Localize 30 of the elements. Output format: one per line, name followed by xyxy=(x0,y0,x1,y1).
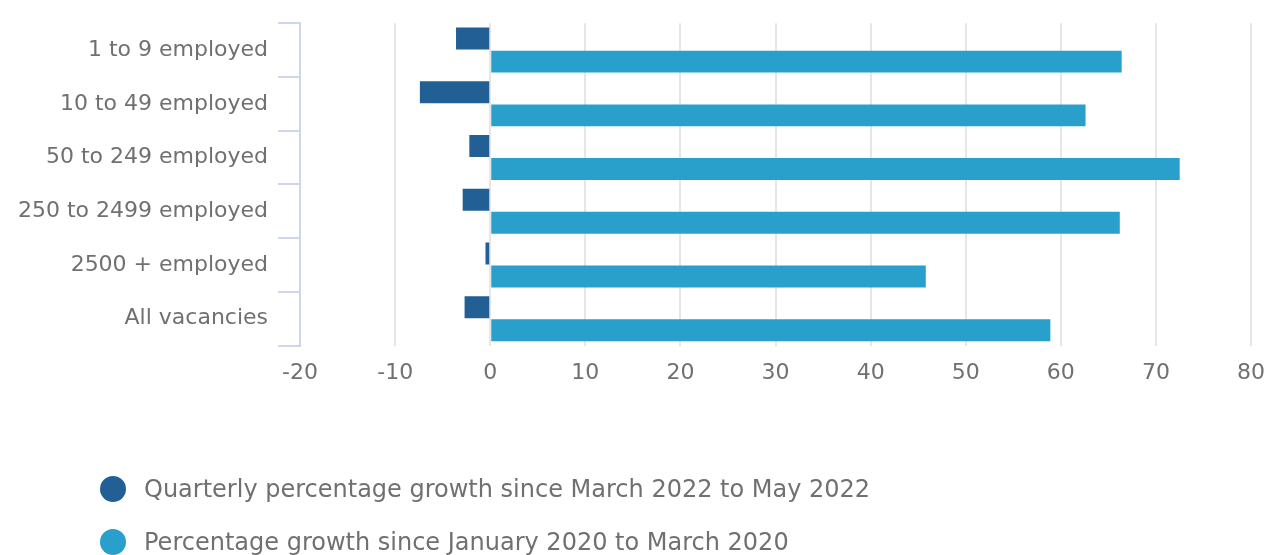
y-tick-label: 250 to 2499 employed xyxy=(17,196,269,222)
bar xyxy=(491,104,1086,127)
x-tick-label: 60 xyxy=(1046,358,1075,384)
bar xyxy=(456,27,490,50)
x-tick-label: 80 xyxy=(1237,358,1265,384)
bar xyxy=(491,211,1120,234)
y-tick-label: 2500 + employed xyxy=(70,250,269,276)
y-tick-label: 50 to 249 employed xyxy=(45,143,269,169)
bar xyxy=(419,81,490,104)
legend-label: Quarterly percentage growth since March 2022 to May 2022 xyxy=(144,474,871,503)
bar xyxy=(469,135,490,157)
x-tick-label: 40 xyxy=(856,358,885,384)
legend-label: Percentage growth since January 2020 to March 2020 xyxy=(144,527,789,555)
x-tick-label: 10 xyxy=(571,358,600,384)
x-tick-label: 0 xyxy=(483,358,498,384)
bar xyxy=(462,188,490,211)
x-tick-label: 50 xyxy=(951,358,980,384)
x-tick-label: 30 xyxy=(761,358,790,384)
bar xyxy=(491,50,1122,73)
x-tick-label: 20 xyxy=(666,358,695,384)
x-tick-label: -10 xyxy=(377,358,414,384)
x-tick-label: -20 xyxy=(282,358,319,384)
y-tick-label: All vacancies xyxy=(124,304,269,330)
bar xyxy=(491,158,1180,181)
bar xyxy=(491,319,1051,342)
bar xyxy=(491,265,926,288)
bar xyxy=(464,296,490,319)
y-tick-label: 10 to 49 employed xyxy=(59,89,269,115)
y-tick-label: 1 to 9 employed xyxy=(87,35,269,61)
x-tick-label: 70 xyxy=(1141,358,1170,384)
